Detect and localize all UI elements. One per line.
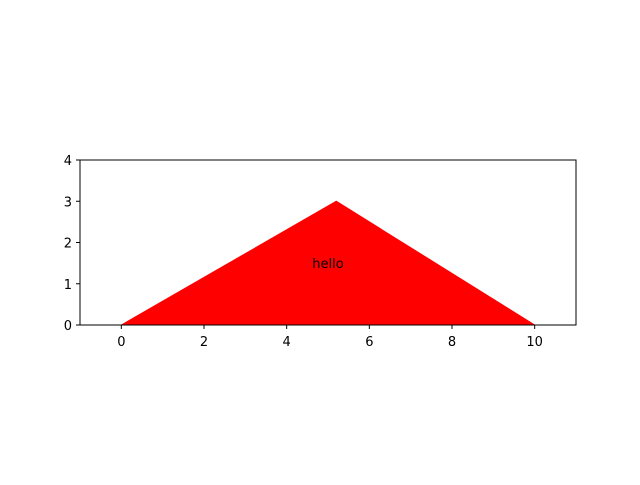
x-tick-label-3: 6: [365, 335, 373, 350]
x-tick-label-4: 8: [448, 335, 456, 350]
annotations: hello: [312, 257, 343, 272]
x-tick-label-2: 4: [283, 335, 291, 350]
y-tick-label-2: 2: [64, 237, 72, 252]
x-tick-label-0: 0: [117, 335, 125, 350]
annotation-text-0: hello: [312, 257, 343, 272]
x-tick-label-1: 2: [200, 335, 208, 350]
y-tick-label-1: 1: [64, 278, 72, 293]
y-tick-label-0: 0: [64, 319, 72, 334]
axes: 0 2 4 6 8 10 0 1 2 3 4: [64, 154, 577, 350]
y-tick-label-3: 3: [64, 195, 72, 210]
y-tick-label-4: 4: [64, 154, 72, 169]
x-tick-label-5: 10: [526, 335, 543, 350]
